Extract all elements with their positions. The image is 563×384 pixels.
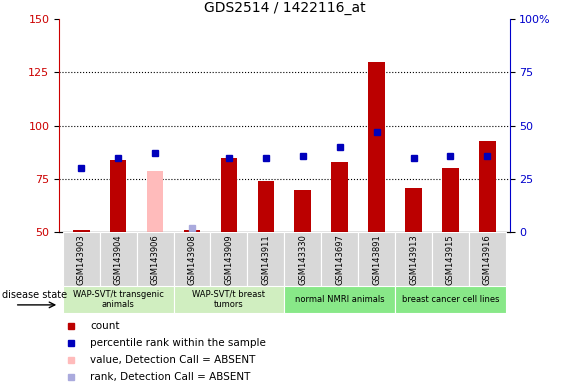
Text: normal NMRI animals: normal NMRI animals <box>295 295 385 304</box>
Title: GDS2514 / 1422116_at: GDS2514 / 1422116_at <box>203 2 365 15</box>
Bar <box>137 232 173 286</box>
Text: WAP-SVT/t breast
tumors: WAP-SVT/t breast tumors <box>193 290 265 309</box>
Text: percentile rank within the sample: percentile rank within the sample <box>90 338 266 348</box>
Bar <box>405 187 422 232</box>
Bar <box>395 232 432 286</box>
Text: GSM143908: GSM143908 <box>187 234 196 285</box>
Bar <box>479 141 495 232</box>
Text: GSM143911: GSM143911 <box>261 234 270 285</box>
Text: GSM143904: GSM143904 <box>114 234 123 285</box>
Text: count: count <box>90 321 120 331</box>
Text: GSM143913: GSM143913 <box>409 234 418 285</box>
Bar <box>284 232 321 286</box>
Text: disease state: disease state <box>2 290 68 301</box>
Text: WAP-SVT/t transgenic
animals: WAP-SVT/t transgenic animals <box>73 290 164 309</box>
Bar <box>211 232 247 286</box>
Bar <box>173 232 211 286</box>
Text: rank, Detection Call = ABSENT: rank, Detection Call = ABSENT <box>90 372 251 382</box>
Bar <box>184 230 200 232</box>
Bar <box>257 181 274 232</box>
Text: GSM143891: GSM143891 <box>372 234 381 285</box>
Bar <box>368 62 385 232</box>
Text: GSM143915: GSM143915 <box>446 234 455 285</box>
Bar <box>147 170 163 232</box>
Bar <box>221 158 237 232</box>
Text: breast cancer cell lines: breast cancer cell lines <box>401 295 499 304</box>
Bar <box>247 232 284 286</box>
Text: GSM143697: GSM143697 <box>335 234 344 285</box>
Bar <box>358 232 395 286</box>
Bar <box>442 169 459 232</box>
Bar <box>395 286 506 313</box>
Text: GSM143906: GSM143906 <box>150 234 159 285</box>
Bar <box>63 286 173 313</box>
Text: GSM143909: GSM143909 <box>225 234 234 285</box>
Bar <box>63 232 100 286</box>
Bar <box>110 160 127 232</box>
Bar <box>294 190 311 232</box>
Bar <box>100 232 137 286</box>
Bar <box>469 232 506 286</box>
Bar <box>73 230 90 232</box>
Bar <box>332 162 348 232</box>
Bar <box>321 232 358 286</box>
Bar <box>173 286 284 313</box>
Text: value, Detection Call = ABSENT: value, Detection Call = ABSENT <box>90 355 256 365</box>
Text: GSM143330: GSM143330 <box>298 234 307 285</box>
Bar <box>284 286 395 313</box>
Text: GSM143903: GSM143903 <box>77 234 86 285</box>
Bar <box>432 232 469 286</box>
Text: GSM143916: GSM143916 <box>483 234 492 285</box>
